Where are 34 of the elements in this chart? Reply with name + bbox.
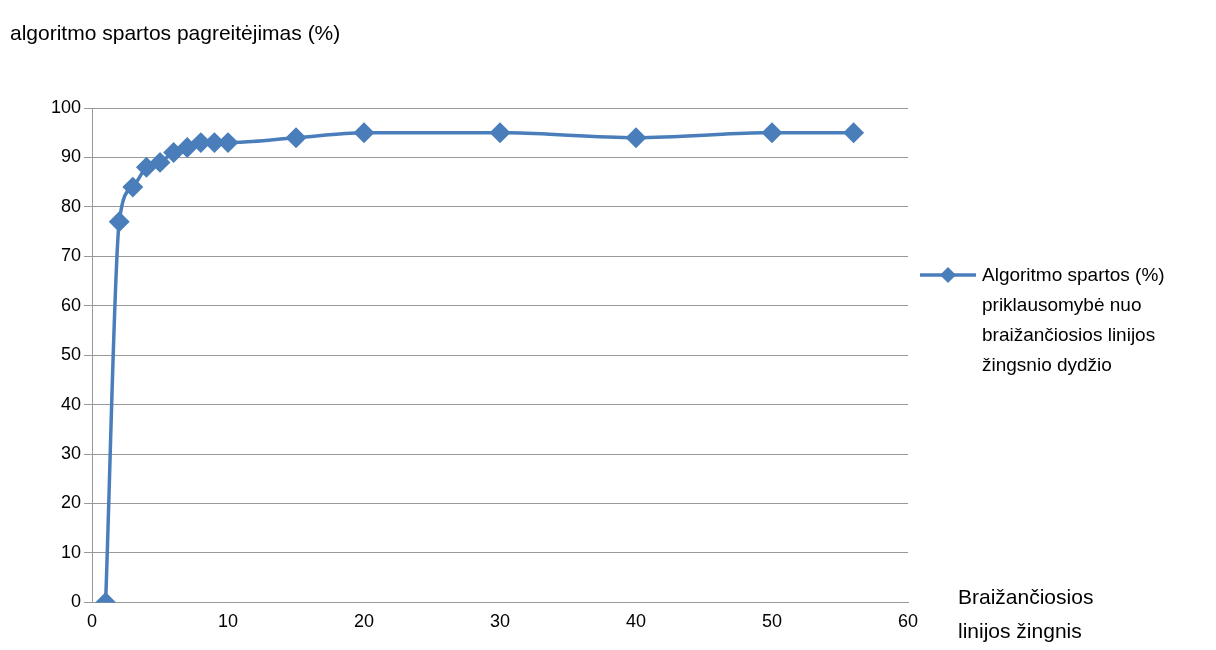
y-tick-label: 100 [50,96,82,117]
point [123,177,143,197]
y-tick-label: 80 [61,195,82,216]
y-tick-label: 70 [61,245,82,266]
x-tick-label: 50 [761,611,783,632]
y-tick-label: 40 [61,393,82,414]
point [163,142,184,163]
point [843,122,864,143]
point [354,122,374,143]
y-tick-label: 50 [61,344,82,365]
y-tick-label: 30 [61,443,82,464]
point [490,122,510,143]
y-tick-label: 20 [61,492,82,513]
legend-label: Algoritmo spartos (%) priklausomybė nuo braižančiosios linijos žingsnio dydžio [982,263,1166,377]
x-tick-label: 40 [626,611,647,632]
x-axis-title: Braižančiosios linijos žingnis [958,584,1095,644]
point [177,137,197,158]
x-tick-label: 30 [490,611,511,632]
point [109,211,129,232]
y-axis-title: algoritmo spartos pagreitėjimas (%) [10,20,342,46]
x-tick-label: 20 [354,611,375,632]
x-tick-label: 10 [218,611,239,632]
x-tick-label: 60 [897,611,919,632]
point [150,152,170,173]
x-tick-label: 0 [87,611,98,632]
y-tick-label: 10 [61,541,82,562]
point [626,127,646,148]
point [286,127,306,148]
y-tick-label: 90 [61,146,82,167]
point [218,132,238,153]
point [136,157,157,178]
y-tick-label: 0 [71,591,82,612]
y-tick-label: 60 [61,294,82,315]
point [762,122,782,143]
